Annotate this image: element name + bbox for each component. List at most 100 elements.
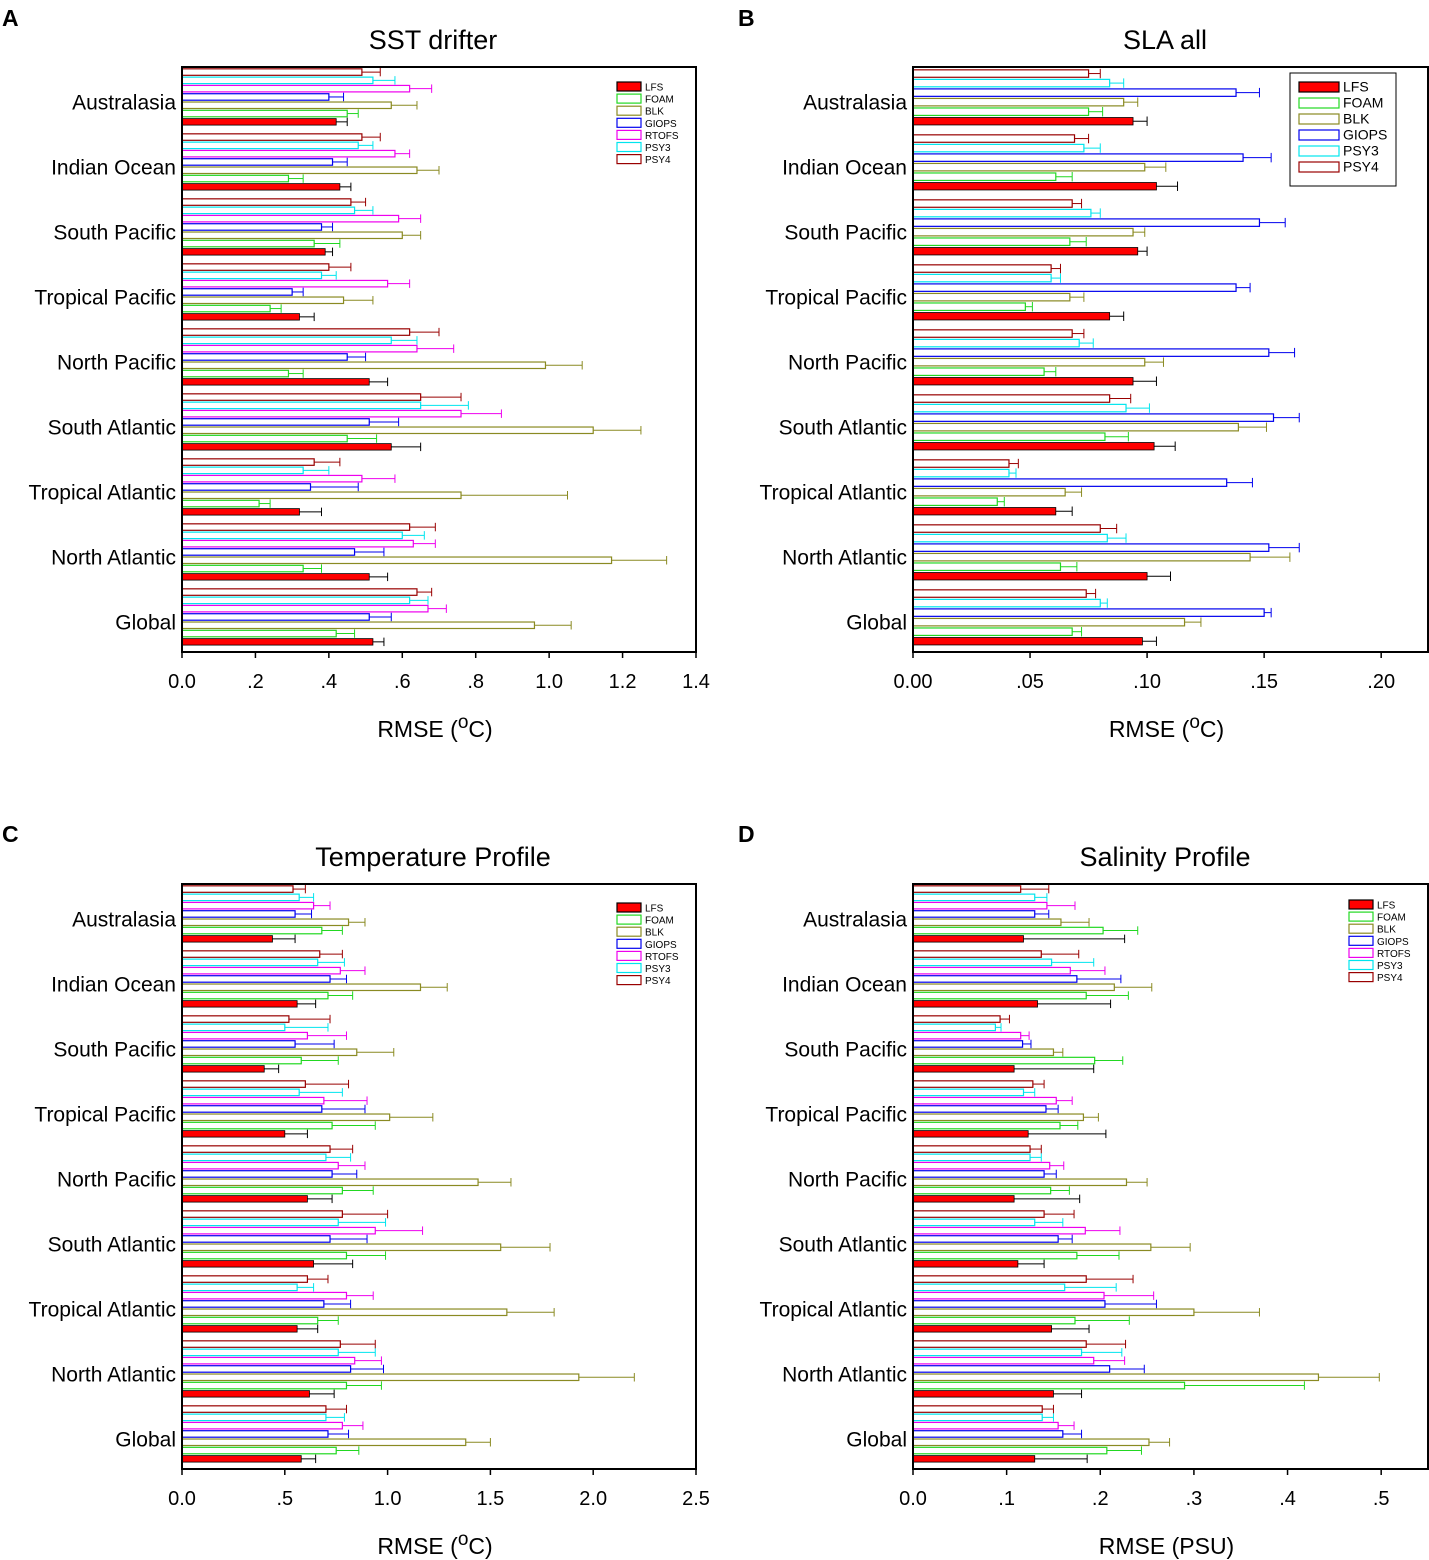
legend-swatch-lfs	[1298, 81, 1340, 93]
bar-psy4	[912, 134, 1076, 143]
category-label: Tropical Pacific	[34, 286, 176, 309]
plot-frame	[181, 66, 697, 653]
legend-label: FOAM	[645, 95, 674, 106]
bar-lfs	[912, 442, 1155, 451]
legend-label: PSY4	[1343, 159, 1379, 175]
bar-lfs	[181, 378, 370, 386]
bar-foam	[181, 239, 315, 248]
panel-label: A	[2, 5, 19, 31]
legend-label: PSY3	[1343, 143, 1379, 159]
x-tick-label: 0.0	[168, 671, 196, 693]
bar-blk	[912, 292, 1071, 302]
bar-foam	[181, 174, 290, 183]
bar-psy4	[912, 394, 1111, 403]
bar-giops	[181, 613, 370, 621]
bar-blk	[181, 621, 536, 630]
bar-rtofs	[912, 1421, 1059, 1430]
bar-psy4	[181, 198, 352, 206]
bar-psy3	[181, 1218, 339, 1227]
bar-psy3	[181, 271, 323, 280]
bar-giops	[181, 1365, 352, 1373]
legend-label: PSY3	[1377, 961, 1403, 972]
category-label: North Atlantic	[782, 1363, 907, 1386]
bar-psy4	[181, 1210, 343, 1218]
bar-foam	[181, 434, 348, 443]
legend-label: PSY4	[1377, 973, 1403, 984]
bar-foam	[912, 627, 1073, 637]
legend-swatch-foam	[616, 914, 642, 925]
chart-panel-d: D Salinity Profile Global North Atlantic Tro…	[738, 821, 1429, 1559]
x-tick-label: 0.0	[899, 1488, 927, 1510]
bar-blk	[912, 1373, 1320, 1382]
bar-psy4	[181, 1405, 327, 1413]
bar-giops	[912, 1365, 1111, 1373]
bar-lfs	[181, 508, 300, 516]
x-tick-label: .4	[321, 671, 338, 693]
bar-giops	[912, 478, 1228, 487]
bar-foam	[181, 369, 290, 378]
bar-psy4	[181, 458, 315, 466]
chart-title: SST drifter	[369, 25, 498, 55]
bar-foam	[181, 499, 260, 508]
bar-rtofs	[181, 474, 363, 483]
bar-giops	[181, 93, 330, 101]
bar-blk	[912, 1048, 1055, 1057]
bar-lfs	[181, 1195, 308, 1203]
bar-foam	[912, 107, 1090, 117]
bar-blk	[181, 918, 350, 927]
legend-label: BLK	[1343, 111, 1370, 127]
category-label: South Atlantic	[48, 1233, 176, 1256]
legend-label: BLK	[645, 107, 664, 118]
bar-psy4	[181, 1080, 306, 1088]
bar-foam	[912, 1381, 1186, 1390]
category-label: South Atlantic	[48, 416, 176, 439]
bar-psy3	[181, 401, 422, 410]
bar-psy4	[912, 524, 1101, 533]
legend-label: PSY3	[645, 143, 671, 154]
bar-blk	[912, 983, 1115, 992]
category-label: Tropical Atlantic	[29, 1298, 176, 1321]
category-label: Australasia	[803, 91, 907, 114]
category-label: Australasia	[72, 91, 176, 114]
bar-blk	[181, 1438, 467, 1447]
bar-lfs	[181, 118, 337, 126]
bar-lfs	[181, 1130, 286, 1138]
category-label: North Pacific	[788, 1168, 907, 1191]
x-tick-label: .10	[1133, 671, 1161, 693]
category-label: Tropical Atlantic	[760, 1298, 907, 1321]
bar-foam	[181, 1186, 343, 1195]
category-label: Global	[115, 1428, 176, 1451]
bar-lfs	[912, 1065, 1015, 1073]
bar-giops	[912, 1235, 1059, 1243]
bar-blk	[912, 617, 1186, 627]
x-tick-label: 2.0	[579, 1488, 607, 1510]
category-label: Australasia	[803, 908, 907, 931]
legend-swatch-giops	[1298, 129, 1340, 141]
bar-psy4	[912, 264, 1052, 273]
bar-lfs	[912, 117, 1134, 126]
bar-psy4	[181, 393, 422, 401]
bar-rtofs	[912, 1226, 1086, 1235]
x-tick-label: .4	[1279, 1488, 1296, 1510]
bar-giops	[181, 910, 296, 918]
legend-swatch-foam	[616, 93, 642, 104]
legend-label: BLK	[645, 928, 664, 939]
bar-blk	[912, 422, 1239, 432]
bar-foam	[912, 1251, 1078, 1260]
legend-swatch-blk	[1348, 923, 1374, 934]
bar-rtofs	[912, 1291, 1105, 1300]
bar-psy3	[912, 273, 1052, 283]
category-label: Tropical Atlantic	[760, 481, 907, 504]
bar-rtofs	[912, 1161, 1051, 1170]
bar-foam	[912, 1121, 1061, 1130]
bar-psy3	[181, 531, 403, 540]
bar-foam	[181, 1121, 333, 1130]
bar-giops	[912, 1040, 1024, 1048]
category-label: Indian Ocean	[51, 973, 176, 996]
bar-psy4	[912, 950, 1042, 958]
bar-giops	[181, 1300, 325, 1308]
bar-rtofs	[912, 1096, 1057, 1105]
bar-foam	[181, 564, 304, 573]
bar-lfs	[181, 1325, 298, 1333]
legend-label: RTOFS	[1377, 949, 1411, 960]
